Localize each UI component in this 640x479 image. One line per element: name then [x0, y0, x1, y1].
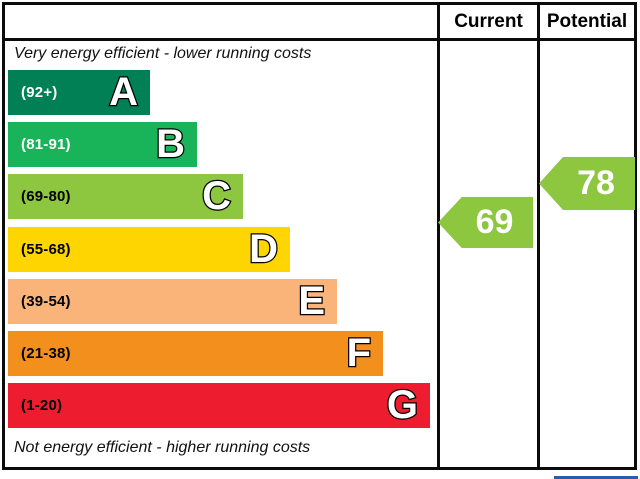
band-range-label-g: (1-20) [21, 397, 63, 414]
band-letter-g: G [386, 382, 420, 429]
band-row-d: (55-68) D [8, 226, 290, 273]
band-range-label-e: (39-54) [21, 293, 71, 310]
band-letter-f: F [345, 330, 372, 377]
potential-column-header: Potential [546, 10, 628, 32]
band-range-label-c: (69-80) [21, 188, 71, 205]
band-range-label-a: (92+) [21, 84, 58, 101]
current-column-header: Current [454, 10, 523, 32]
current-column-divider [437, 2, 440, 470]
band-range-label-b: (81-91) [21, 136, 71, 153]
band-letter-b: B [155, 121, 186, 168]
band-row-g: (1-20) G [8, 382, 430, 429]
potential-rating-value: 78 [577, 164, 615, 202]
band-range-label-d: (55-68) [21, 241, 71, 258]
partial-blue-box-edge [554, 476, 638, 479]
band-row-c: (69-80) C [8, 173, 243, 220]
header-divider-line [2, 38, 637, 41]
potential-column-divider [537, 2, 540, 470]
band-letter-a: A [108, 69, 139, 116]
current-rating-arrow: 69 [438, 197, 533, 248]
band-row-a: (92+) A [8, 69, 150, 116]
table-outer-border [2, 2, 637, 470]
band-letter-e: E [297, 278, 326, 325]
potential-rating-arrow: 78 [539, 157, 635, 210]
top-caption: Very energy efficient - lower running co… [14, 45, 312, 62]
band-range-label-f: (21-38) [21, 345, 71, 362]
band-row-e: (39-54) E [8, 278, 337, 325]
band-row-b: (81-91) B [8, 121, 197, 168]
band-letter-d: D [248, 226, 279, 273]
current-rating-value: 69 [475, 203, 514, 241]
bottom-caption: Not energy efficient - higher running co… [14, 439, 311, 456]
band-row-f: (21-38) F [8, 330, 383, 377]
band-letter-c: C [201, 173, 232, 220]
